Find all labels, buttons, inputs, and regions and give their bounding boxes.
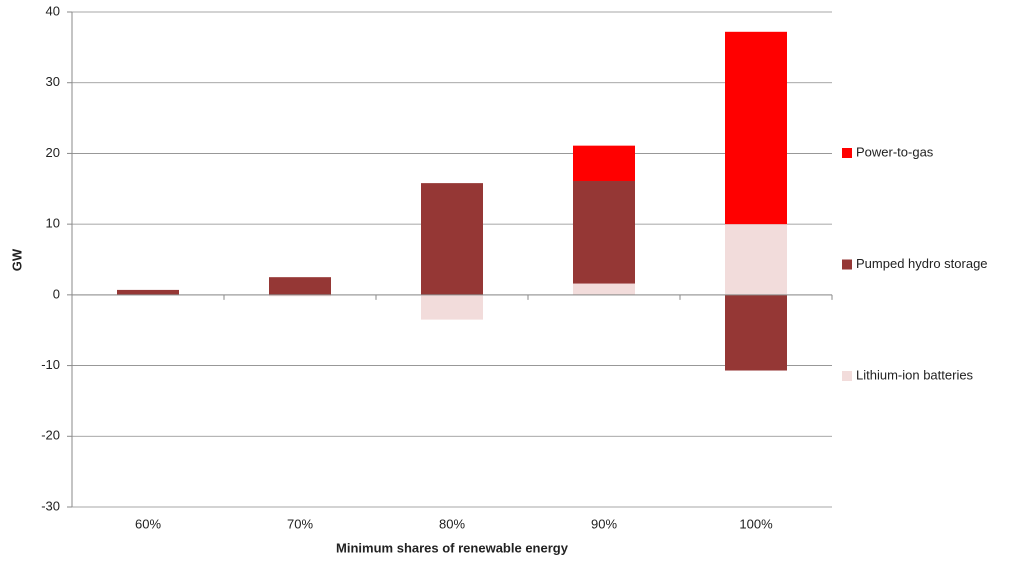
legend-label: Lithium-ion batteries — [856, 367, 974, 382]
legend-label: Pumped hydro storage — [856, 256, 988, 271]
bar — [269, 277, 331, 295]
x-tick-label: 80% — [439, 516, 465, 531]
bar — [269, 294, 331, 297]
bar — [725, 31, 787, 225]
bar — [573, 145, 635, 182]
y-tick-label: 10 — [46, 216, 60, 231]
x-axis-title: Minimum shares of renewable energy — [336, 540, 569, 555]
y-tick-label: -20 — [41, 428, 60, 443]
y-axis-title: GW — [9, 248, 24, 271]
bar — [421, 294, 483, 320]
legend-swatch — [842, 259, 852, 270]
y-tick-label: 0 — [53, 286, 60, 301]
bar — [573, 181, 635, 284]
y-tick-label: -10 — [41, 357, 60, 372]
legend-label: Power-to-gas — [856, 144, 934, 159]
x-tick-label: 90% — [591, 516, 617, 531]
bar — [725, 224, 787, 295]
x-tick-label: 100% — [739, 516, 773, 531]
y-tick-label: -30 — [41, 498, 60, 513]
y-tick-label: 30 — [46, 74, 60, 89]
y-tick-label: 40 — [46, 3, 60, 18]
legend-swatch — [842, 371, 852, 381]
bar — [421, 183, 483, 295]
y-tick-label: 20 — [46, 145, 60, 160]
x-tick-label: 70% — [287, 516, 313, 531]
bar — [725, 294, 787, 371]
legend-swatch — [842, 148, 852, 158]
bar — [117, 289, 179, 295]
bar — [573, 283, 635, 295]
x-tick-label: 60% — [135, 516, 161, 531]
